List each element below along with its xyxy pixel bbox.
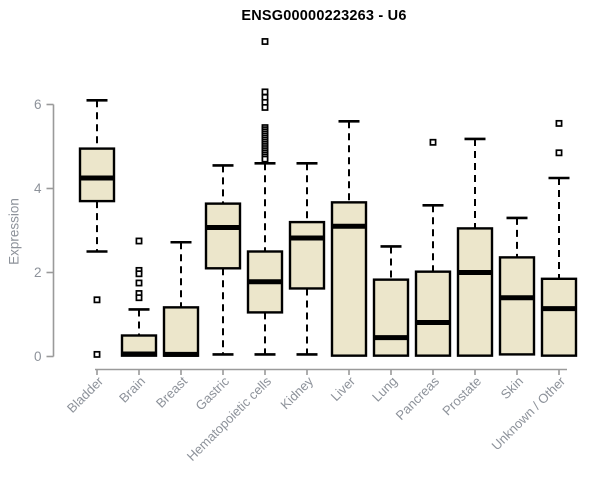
box-iqr	[204, 202, 242, 270]
outlier-point	[93, 350, 101, 358]
box-iqr	[414, 270, 452, 357]
x-category-label: Prostate	[439, 374, 484, 419]
box-iqr	[288, 220, 326, 290]
outlier-point	[135, 270, 143, 278]
outlier-point	[555, 119, 563, 127]
y-tick-label: 2	[34, 265, 42, 280]
y-tick-label: 0	[34, 349, 42, 364]
x-category-label: Lung	[369, 374, 400, 405]
outlier-point	[135, 294, 143, 302]
box-iqr	[78, 147, 116, 203]
x-category-label: Gastric	[192, 373, 232, 413]
outlier-point	[135, 237, 143, 245]
outlier-point	[93, 296, 101, 304]
box-iqr	[540, 277, 578, 357]
box-iqr	[498, 256, 536, 356]
outlier-point	[261, 103, 269, 111]
chart-title: ENSG00000223263 - U6	[241, 8, 407, 24]
x-category-label: Skin	[498, 374, 526, 402]
y-tick-label: 6	[34, 97, 42, 112]
outlier-point	[261, 88, 269, 96]
outlier-point	[261, 155, 269, 163]
x-category-label: Pancreas	[393, 373, 443, 423]
x-category-label: Brain	[116, 374, 148, 406]
y-tick-label: 4	[34, 181, 42, 196]
x-category-label: Bladder	[64, 373, 107, 416]
x-category-label: Unknown / Other	[489, 373, 569, 453]
box-iqr	[456, 227, 494, 357]
x-category-label: Kidney	[277, 373, 316, 412]
outlier-point	[135, 279, 143, 287]
outlier-point	[261, 38, 269, 45]
outlier-point	[429, 138, 437, 146]
box-iqr	[372, 278, 410, 357]
outlier-point	[555, 149, 563, 157]
box-iqr	[162, 306, 200, 357]
x-category-label: Liver	[328, 373, 359, 404]
x-category-label: Breast	[153, 373, 190, 410]
